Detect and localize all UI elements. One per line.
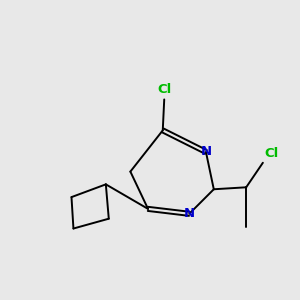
Text: N: N <box>184 207 195 220</box>
Text: N: N <box>200 146 211 158</box>
Text: Cl: Cl <box>157 82 171 96</box>
Text: Cl: Cl <box>265 147 279 161</box>
